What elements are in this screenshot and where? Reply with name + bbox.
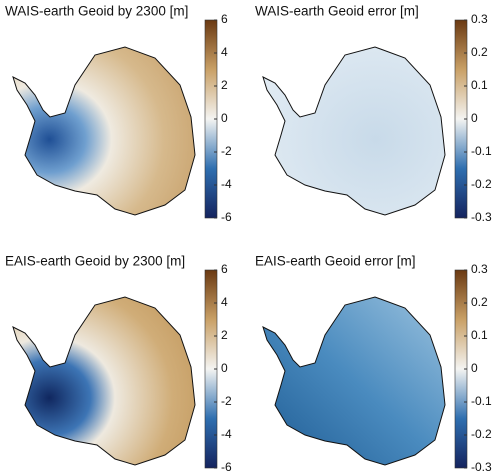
map <box>12 46 196 216</box>
colorbar-tick-label: 6 <box>221 12 228 26</box>
colorbar-tick-label: -4 <box>221 427 232 441</box>
colorbar-tick-label: 6 <box>221 262 228 276</box>
colorbar-tick-label: 0.2 <box>471 295 488 309</box>
colorbar-tick-label: 2 <box>221 328 228 342</box>
panel-title: EAIS-earth Geoid by 2300 [m] <box>5 254 185 269</box>
colorbar-tick-label: -0.1 <box>471 394 492 408</box>
colorbar-tick-label: -2 <box>221 394 232 408</box>
map <box>12 296 196 466</box>
colorbar-tick-label: 4 <box>221 45 228 59</box>
colorbar-tick-label: 0 <box>471 361 478 375</box>
colorbar-tick-label: 0.1 <box>471 328 488 342</box>
map <box>262 46 446 216</box>
colorbar-tick-label: -6 <box>221 460 232 473</box>
colorbar-tick-label: -0.2 <box>471 427 492 441</box>
colorbar-tick-label: 2 <box>221 78 228 92</box>
colorbar-tick-label: 0 <box>221 111 228 125</box>
colorbar-tick-label: 4 <box>221 295 228 309</box>
colorbar-tick-label: -0.2 <box>471 177 492 191</box>
colorbar-tick-label: 0 <box>221 361 228 375</box>
map <box>262 296 446 466</box>
panel-title: WAIS-earth Geoid by 2300 [m] <box>5 4 188 19</box>
panel-title: EAIS-earth Geoid error [m] <box>255 254 416 269</box>
panel-title: WAIS-earth Geoid error [m] <box>255 4 419 19</box>
colorbar-tick-label: 0 <box>471 111 478 125</box>
colorbar-tick-label: 0.3 <box>471 262 488 276</box>
colorbar-tick-label: -4 <box>221 177 232 191</box>
colorbar-tick-label: 0.3 <box>471 12 488 26</box>
colorbar-tick-label: -6 <box>221 210 232 224</box>
colorbar-tick-label: -0.3 <box>471 210 492 224</box>
colorbar-tick-label: -2 <box>221 144 232 158</box>
colorbar-tick-label: -0.3 <box>471 460 492 473</box>
colorbar-tick-label: -0.1 <box>471 144 492 158</box>
colorbar-tick-label: 0.2 <box>471 45 488 59</box>
colorbar-tick-label: 0.1 <box>471 78 488 92</box>
